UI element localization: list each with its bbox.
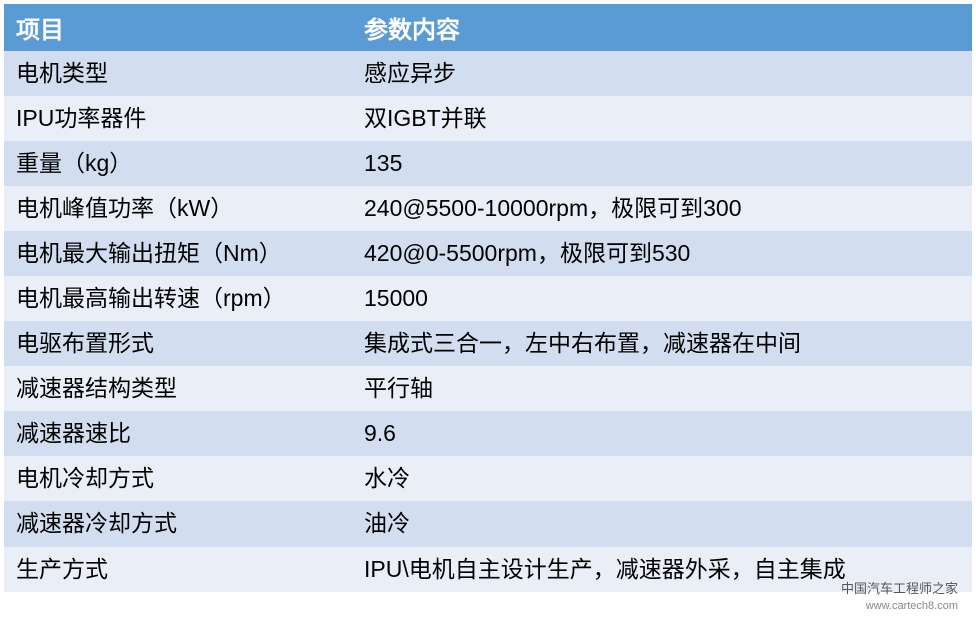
cell-value: 感应异步 xyxy=(352,51,972,96)
cell-label: 电机峰值功率（kW） xyxy=(4,186,352,231)
cell-label: 电机冷却方式 xyxy=(4,456,352,501)
header-col-item: 项目 xyxy=(4,4,352,51)
cell-value: 平行轴 xyxy=(352,366,972,411)
watermark-title: 中国汽车工程师之家 xyxy=(841,580,958,598)
table-row: 电机最大输出扭矩（Nm） 420@0-5500rpm，极限可到530 xyxy=(4,231,972,276)
cell-label: 重量（kg） xyxy=(4,141,352,186)
table-body: 电机类型 感应异步 IPU功率器件 双IGBT并联 重量（kg） 135 电机峰… xyxy=(4,51,972,592)
watermark-url: www.cartech8.com xyxy=(841,599,958,614)
watermark: 中国汽车工程师之家 www.cartech8.com xyxy=(841,580,958,614)
table-row: 电驱布置形式 集成式三合一，左中右布置，减速器在中间 xyxy=(4,321,972,366)
cell-label: IPU功率器件 xyxy=(4,96,352,141)
cell-value: 240@5500-10000rpm，极限可到300 xyxy=(352,186,972,231)
cell-label: 电机最大输出扭矩（Nm） xyxy=(4,231,352,276)
spec-table: 项目 参数内容 电机类型 感应异步 IPU功率器件 双IGBT并联 重量（kg）… xyxy=(4,4,972,592)
table-row: 减速器速比 9.6 xyxy=(4,411,972,456)
cell-label: 减速器速比 xyxy=(4,411,352,456)
spec-table-container: 项目 参数内容 电机类型 感应异步 IPU功率器件 双IGBT并联 重量（kg）… xyxy=(4,4,972,592)
cell-label: 减速器结构类型 xyxy=(4,366,352,411)
table-row: 重量（kg） 135 xyxy=(4,141,972,186)
cell-value: 135 xyxy=(352,141,972,186)
table-row: 电机最高输出转速（rpm） 15000 xyxy=(4,276,972,321)
cell-value: 油冷 xyxy=(352,501,972,546)
cell-label: 电机最高输出转速（rpm） xyxy=(4,276,352,321)
table-header-row: 项目 参数内容 xyxy=(4,4,972,51)
cell-label: 电机类型 xyxy=(4,51,352,96)
table-row: IPU功率器件 双IGBT并联 xyxy=(4,96,972,141)
cell-label: 减速器冷却方式 xyxy=(4,501,352,546)
table-row: 减速器冷却方式 油冷 xyxy=(4,501,972,546)
cell-label: 电驱布置形式 xyxy=(4,321,352,366)
cell-value: 集成式三合一，左中右布置，减速器在中间 xyxy=(352,321,972,366)
cell-value: 9.6 xyxy=(352,411,972,456)
cell-value: 水冷 xyxy=(352,456,972,501)
cell-value: 420@0-5500rpm，极限可到530 xyxy=(352,231,972,276)
cell-value: 15000 xyxy=(352,276,972,321)
cell-value: 双IGBT并联 xyxy=(352,96,972,141)
table-row: 电机冷却方式 水冷 xyxy=(4,456,972,501)
table-row: 减速器结构类型 平行轴 xyxy=(4,366,972,411)
header-col-value: 参数内容 xyxy=(352,4,972,51)
cell-label: 生产方式 xyxy=(4,547,352,592)
table-row: 电机峰值功率（kW） 240@5500-10000rpm，极限可到300 xyxy=(4,186,972,231)
table-row: 生产方式 IPU\电机自主设计生产，减速器外采，自主集成 xyxy=(4,547,972,592)
table-row: 电机类型 感应异步 xyxy=(4,51,972,96)
